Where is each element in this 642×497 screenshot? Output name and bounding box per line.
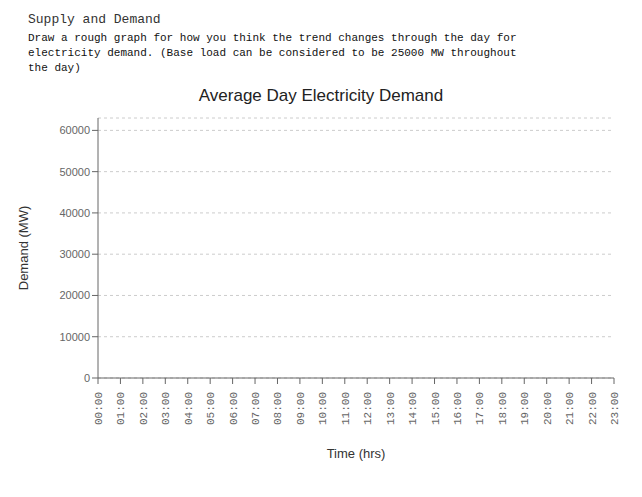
svg-text:Time (hrs): Time (hrs) [327,446,386,461]
svg-text:05:00: 05:00 [205,392,217,425]
svg-text:12:00: 12:00 [362,392,374,425]
html-text:Average Day Electricity Demand: Average Day Electricity Demand [198,86,444,105]
html-text:Draw a rough graph for how you: Draw a rough graph for how you think the… [28,32,517,44]
svg-text:18:00: 18:00 [497,392,509,425]
svg-text:10:00: 10:00 [317,392,329,425]
svg-text:22:00: 22:00 [587,392,599,425]
svg-text:19:00: 19:00 [519,392,531,425]
svg-text:10000: 10000 [59,331,90,343]
svg-text:15:00: 15:00 [430,392,442,425]
svg-text:09:00: 09:00 [295,392,307,425]
svg-text:04:00: 04:00 [183,392,195,425]
svg-text:00:00: 00:00 [93,392,105,425]
svg-text:20000: 20000 [59,289,90,301]
svg-text:30000: 30000 [59,248,90,260]
svg-text:02:00: 02:00 [138,392,150,425]
svg-text:01:00: 01:00 [115,392,127,425]
svg-text:60000: 60000 [59,124,90,136]
svg-text:Demand (MW): Demand (MW) [16,206,31,291]
html-text:electricity demand. (Base load: electricity demand. (Base load can be co… [28,47,517,59]
svg-text:23:00: 23:00 [609,392,621,425]
svg-text:11:00: 11:00 [340,392,352,425]
svg-text:0: 0 [84,372,90,384]
svg-text:50000: 50000 [59,166,90,178]
svg-text:08:00: 08:00 [272,392,284,425]
svg-text:21:00: 21:00 [564,392,576,425]
svg-text:03:00: 03:00 [160,392,172,425]
svg-text:13:00: 13:00 [385,392,397,425]
html-text:Supply and Demand: Supply and Demand [28,12,161,27]
svg-text:16:00: 16:00 [452,392,464,425]
svg-text:17:00: 17:00 [474,392,486,425]
html-text:the day): the day) [28,62,81,74]
svg-text:14:00: 14:00 [407,392,419,425]
svg-text:06:00: 06:00 [228,392,240,425]
svg-text:07:00: 07:00 [250,392,262,425]
svg-text:20:00: 20:00 [542,392,554,425]
svg-text:40000: 40000 [59,207,90,219]
